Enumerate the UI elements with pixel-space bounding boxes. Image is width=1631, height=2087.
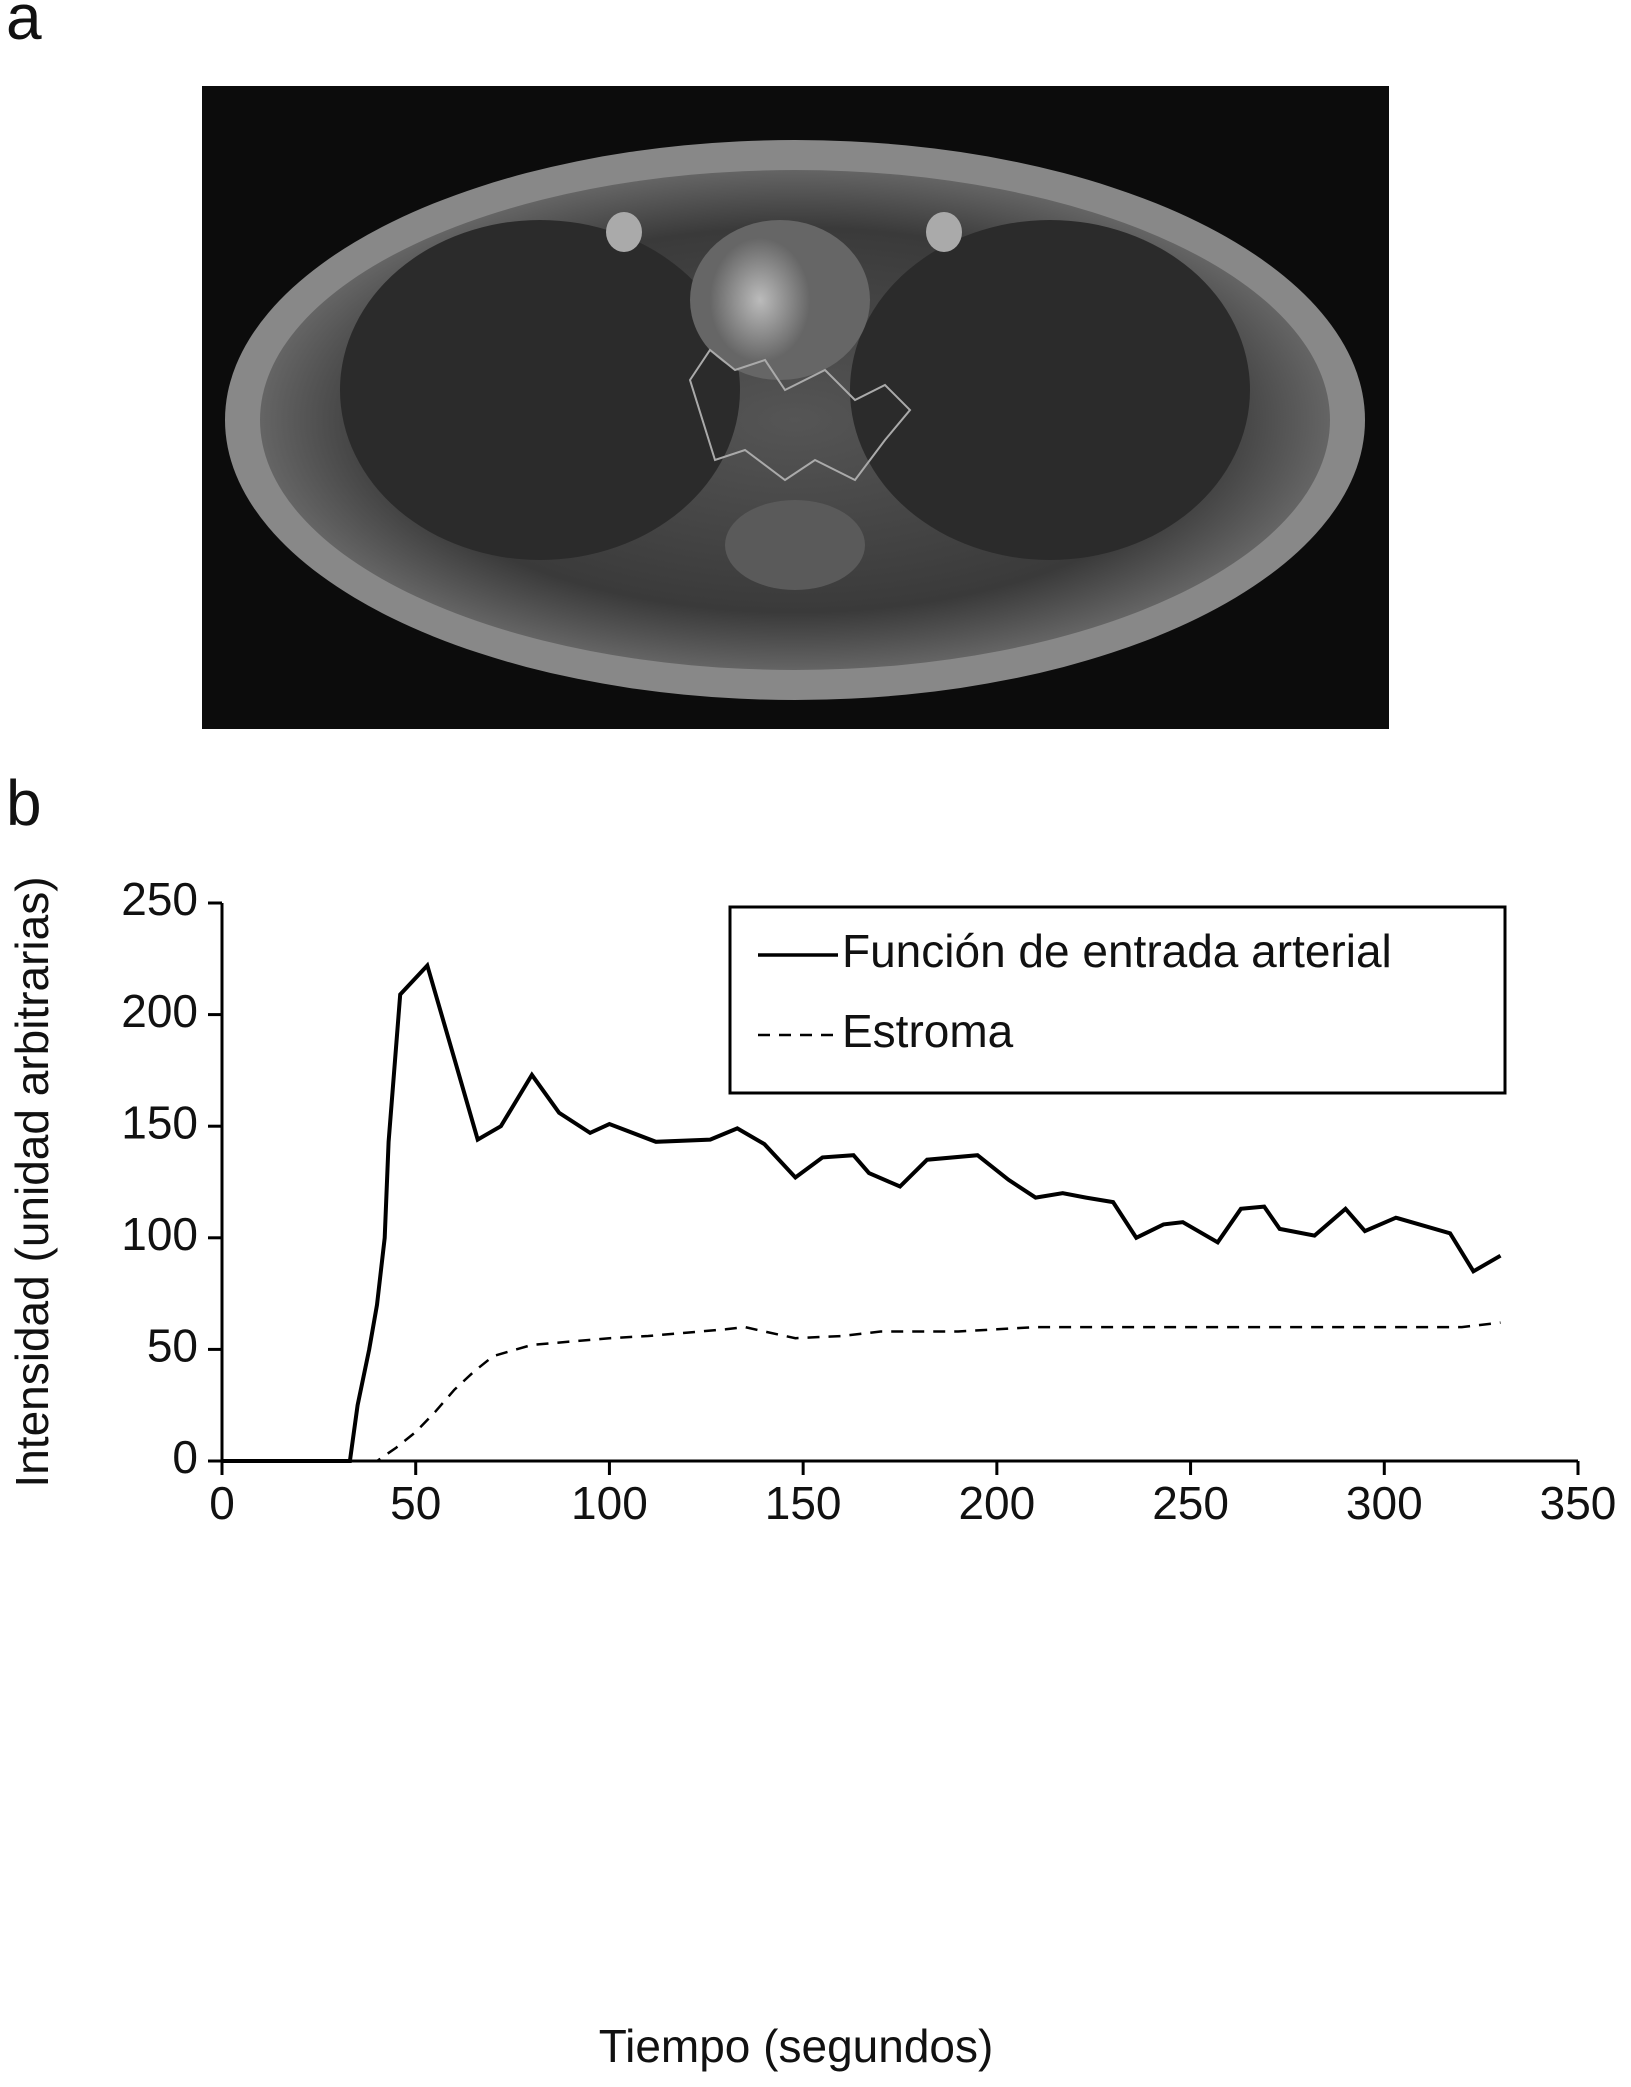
x-tick-label: 100 [571,1477,648,1529]
x-tick-label: 300 [1346,1477,1423,1529]
panel-label: a [6,0,42,53]
legend-label: Estroma [842,1005,1014,1057]
y-tick-label: 100 [121,1208,198,1260]
legend-box [728,905,1507,1095]
mri-image [202,86,1389,729]
x-tick-label: 0 [209,1477,235,1529]
y-tick-label: 0 [172,1431,198,1483]
y-axis-title: Intensidad (unidad arbitrarias) [6,876,58,1487]
legend-label: Función de entrada arterial [842,925,1392,977]
x-tick-label: 250 [1152,1477,1229,1529]
panel-label: b [6,767,42,839]
y-tick-label: 150 [121,1096,198,1148]
series-line [222,1321,1501,1463]
x-tick-label: 350 [1540,1477,1617,1529]
y-tick-label: 250 [121,873,198,925]
x-tick-label: 200 [958,1477,1035,1529]
y-tick-label: 200 [121,985,198,1037]
series-line [222,961,1502,1463]
y-tick-label: 50 [147,1320,198,1372]
x-tick-label: 150 [765,1477,842,1529]
x-axis-title: Tiempo (segundos) [599,2020,994,2072]
x-tick-label: 50 [390,1477,441,1529]
